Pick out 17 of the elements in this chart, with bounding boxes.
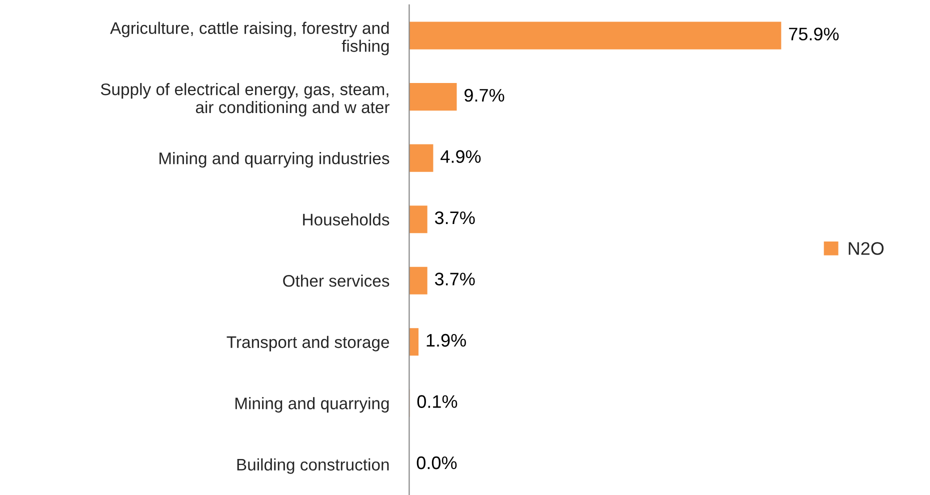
y-tick-label: Supply of electrical energy, gas, steam, air conditioning and w ater	[100, 83, 390, 117]
legend-label: N2O	[848, 242, 884, 255]
data-label: 0.0%	[416, 456, 457, 470]
y-tick-label: Other services	[283, 274, 390, 287]
y-tick-label: Mining and quarrying industries	[160, 152, 390, 168]
data-label: 1.9%	[426, 334, 466, 347]
y-tick-label: Mining and quarrying	[235, 397, 389, 413]
y-tick-label: Agriculture, cattle raising, forestry and fishing	[110, 22, 389, 56]
data-label: 0.1%	[417, 395, 458, 408]
y-tick-label: Households	[303, 213, 390, 226]
y-tick-label: Transport and storage	[226, 336, 390, 352]
data-label: 75.9%	[789, 28, 839, 40]
data-label: 9.7%	[464, 88, 504, 102]
data-label: 3.7%	[434, 272, 475, 286]
data-label: 3.7%	[434, 211, 475, 224]
y-tick-label: Building construction	[237, 458, 389, 474]
data-label: 4.9%	[440, 150, 481, 163]
